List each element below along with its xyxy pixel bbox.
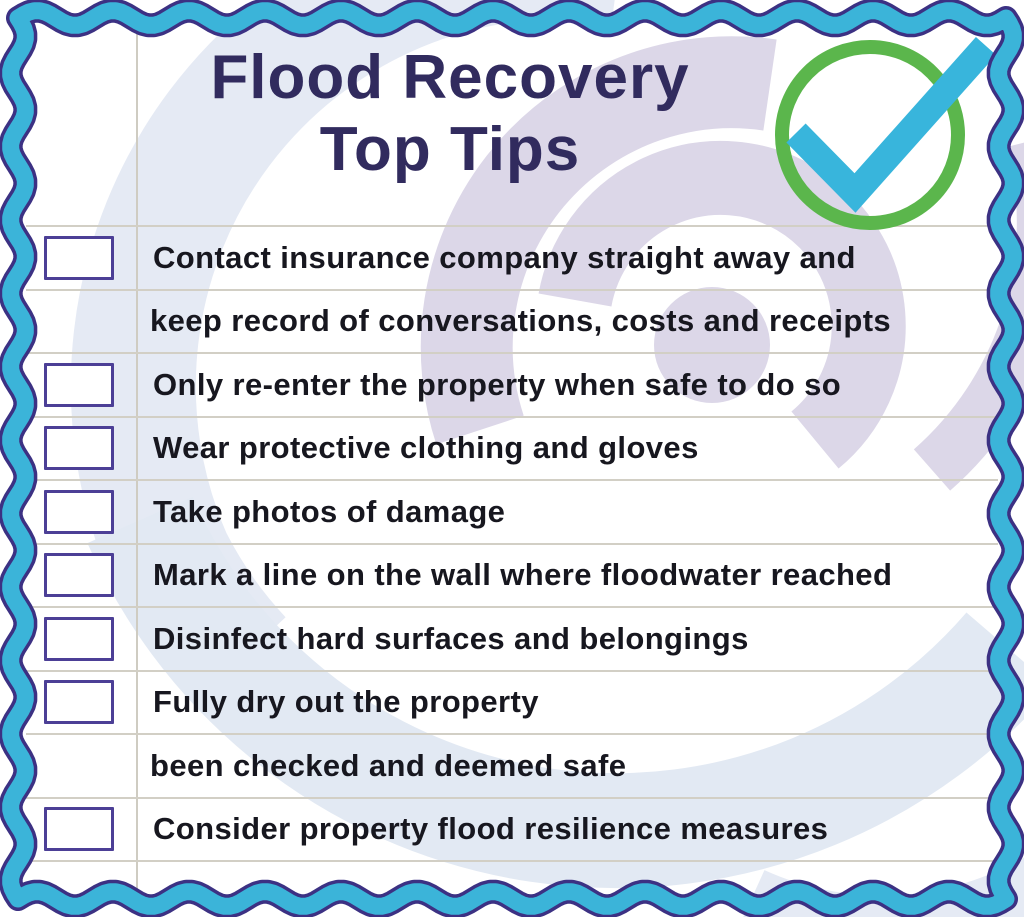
checklist-item-text: Only re-enter the property when safe to … bbox=[153, 366, 842, 402]
checkbox[interactable] bbox=[44, 680, 114, 725]
checkbox[interactable] bbox=[44, 489, 114, 534]
checklist-row-4: Wear protective clothing and gloves bbox=[26, 415, 998, 480]
checklist-row-10: Consider property flood resilience measu… bbox=[26, 796, 998, 861]
checklist-item-text: Disinfect hard surfaces and belongings bbox=[153, 620, 749, 656]
checklist-row-2: keep record of conversations, costs and … bbox=[26, 288, 998, 353]
checklist-item-text: Take photos of damage bbox=[153, 493, 506, 529]
checklist-row-11 bbox=[26, 860, 998, 889]
checklist-row-8: Fully dry out the property bbox=[26, 669, 998, 734]
checklist-item-text: Fully dry out the property bbox=[153, 684, 539, 720]
title-line-1: Flood Recovery bbox=[210, 43, 690, 112]
checklist-item-text: Wear protective clothing and gloves bbox=[153, 430, 699, 466]
checkbox[interactable] bbox=[44, 235, 114, 280]
checklist-item-text: Consider property flood resilience measu… bbox=[153, 811, 829, 847]
checklist-row-6: Mark a line on the wall where floodwater… bbox=[26, 542, 998, 607]
checklist-row-9: been checked and deemed safe bbox=[26, 733, 998, 797]
checklist-item-text: Mark a line on the wall where floodwater… bbox=[153, 557, 893, 593]
checkbox[interactable] bbox=[44, 807, 114, 852]
checkbox[interactable] bbox=[44, 362, 114, 407]
checklist-item-text: keep record of conversations, costs and … bbox=[150, 303, 892, 339]
checklist-row-3: Only re-enter the property when safe to … bbox=[26, 352, 998, 416]
checklist: Contact insurance company straight away … bbox=[26, 225, 998, 889]
checklist-row-7: Disinfect hard surfaces and belongings bbox=[26, 606, 998, 670]
title-line-2: Top Tips bbox=[319, 115, 581, 184]
checklist-item-text: Contact insurance company straight away … bbox=[153, 239, 856, 275]
checkbox[interactable] bbox=[44, 426, 114, 471]
page-title: Flood Recovery Top Tips bbox=[150, 42, 750, 186]
check-circle-icon bbox=[775, 37, 997, 230]
checkbox[interactable] bbox=[44, 616, 114, 661]
checklist-row-5: Take photos of damage bbox=[26, 479, 998, 543]
checkbox[interactable] bbox=[44, 553, 114, 598]
checklist-item-text: been checked and deemed safe bbox=[150, 747, 627, 783]
